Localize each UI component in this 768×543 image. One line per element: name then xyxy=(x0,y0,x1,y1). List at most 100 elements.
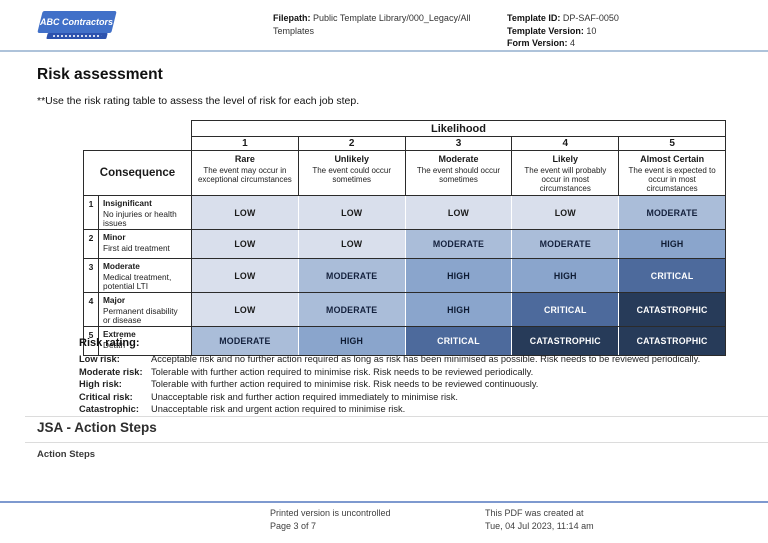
matrix-row: 1 Insignificant No injuries or health issu… xyxy=(83,195,726,230)
consequence-row-label: Insignificant No injuries or health issue… xyxy=(98,195,192,230)
risk-rating-cell: LOW xyxy=(191,195,299,230)
risk-rating-cell: LOW xyxy=(297,229,406,259)
risk-rating-cell: LOW xyxy=(191,258,299,293)
company-logo: ABC Contractors xyxy=(37,11,117,33)
action-steps-label: Action Steps xyxy=(37,449,96,460)
risk-rating-item-description: Tolerable with further action required t… xyxy=(151,379,539,390)
template-version-label: Template Version: xyxy=(507,25,584,36)
risk-rating-item-label: Catastrophic: xyxy=(79,404,139,415)
risk-matrix-wrapper: Likelihood 1 2 3 4 5 Consequence Rare The event … xyxy=(83,120,726,356)
risk-rating-cell: HIGH xyxy=(404,292,513,327)
matrix-corner-spacer xyxy=(84,137,192,151)
risk-rating-cell: LOW xyxy=(191,229,299,259)
consequence-description: Death xyxy=(103,340,126,350)
risk-rating-cell: MODERATE xyxy=(404,229,513,259)
likelihood-level-name: Unlikely xyxy=(334,154,369,164)
footer-divider xyxy=(0,501,768,503)
risk-rating-item-description: Unacceptable risk and further action req… xyxy=(151,391,458,402)
likelihood-level-header: Moderate The event should occur sometimes xyxy=(404,150,513,196)
footer-pdf-created-label: This PDF was created at xyxy=(485,508,584,518)
likelihood-level-name: Rare xyxy=(234,154,255,164)
matrix-row: 3 Moderate Medical treatment, potential LT… xyxy=(83,258,726,293)
header-divider xyxy=(0,50,768,52)
likelihood-level-name: Almost Certain xyxy=(640,154,705,164)
likelihood-level-number: 5 xyxy=(618,136,726,151)
matrix-row: 5 Extreme Death MODERATE HIGH CRITICAL CATASTR… xyxy=(83,326,726,356)
consequence-row-label: Major Permanent disability or disease xyxy=(98,292,192,327)
risk-rating-cell: MODERATE xyxy=(618,195,726,230)
risk-rating-item: High risk: Tolerable with further action … xyxy=(79,378,741,391)
risk-rating-cell: MODERATE xyxy=(297,258,406,293)
risk-rating-cell: CRITICAL xyxy=(511,292,620,327)
risk-rating-item-label: High risk: xyxy=(79,379,122,390)
matrix-corner-spacer xyxy=(84,121,192,137)
risk-rating-cell: HIGH xyxy=(618,229,726,259)
consequence-description: First aid treatment xyxy=(103,243,170,253)
filepath-label: Filepath: xyxy=(273,13,311,23)
risk-rating-cell: MODERATE xyxy=(297,292,406,327)
footer-uncontrolled-note: Printed version is uncontrolled xyxy=(270,508,391,518)
footer-page-number: Page 3 of 7 xyxy=(270,520,317,531)
risk-rating-cell: HIGH xyxy=(297,326,406,356)
risk-rating-item: Low risk: Acceptable risk and no further … xyxy=(79,353,741,366)
risk-rating-cell: CRITICAL xyxy=(404,326,513,356)
risk-rating-legend: Low risk: Acceptable risk and no further … xyxy=(79,353,741,416)
page-subtitle: **Use the risk rating table to assess th… xyxy=(37,95,360,107)
filepath-block: Filepath: Public Template Library/000_Le… xyxy=(273,12,503,37)
risk-rating-item: Catastrophic: Unacceptable risk and urgen… xyxy=(79,403,741,416)
footer-pdf-created-timestamp: Tue, 04 Jul 2023, 11:14 am xyxy=(485,520,594,531)
form-version-label: Form Version: xyxy=(507,38,568,48)
risk-rating-item-label: Critical risk: xyxy=(79,391,133,402)
likelihood-level-header: Rare The event may occur in exceptional c… xyxy=(191,150,299,196)
consequence-row-number: 4 xyxy=(83,292,99,327)
form-version-value: 4 xyxy=(570,38,576,48)
risk-rating-title: Risk rating: xyxy=(79,337,140,349)
risk-rating-item-label: Low risk: xyxy=(79,354,120,364)
consequence-row-label: Moderate Medical treatment, potential LTI xyxy=(98,258,192,293)
page-title: Risk assessment xyxy=(37,66,163,83)
footer-left-block: Printed version is uncontrolled Page 3 o… xyxy=(270,507,391,532)
likelihood-descriptions-row: Consequence Rare The event may occur in ex… xyxy=(83,150,726,196)
likelihood-level-description: The event should occur sometimes xyxy=(416,166,501,184)
consequence-row-label: Minor First aid treatment xyxy=(98,229,192,259)
risk-rating-cell: LOW xyxy=(297,195,406,230)
consequence-name: Moderate xyxy=(103,261,140,271)
risk-rating-item-description: Unacceptable risk and urgent action requ… xyxy=(151,404,406,415)
risk-rating-item: Critical risk: Unacceptable risk and furt… xyxy=(79,391,741,404)
consequence-description: Permanent disability or disease xyxy=(103,306,178,325)
risk-rating-cell: HIGH xyxy=(511,258,620,293)
risk-rating-item-description: Tolerable with further action required t… xyxy=(151,366,534,377)
filepath-value: Public Template Library/000_Legacy/All T… xyxy=(273,13,471,36)
likelihood-band-row: Likelihood xyxy=(84,120,726,137)
risk-rating-cell: MODERATE xyxy=(191,326,299,356)
template-id-row: Template ID: DP-SAF-0050 xyxy=(507,12,737,25)
consequence-row-number: 2 xyxy=(83,229,99,259)
company-logo-text: ABC Contractors xyxy=(40,17,114,27)
matrix-row: 2 Minor First aid treatment LOW LOW MODERATE M… xyxy=(83,229,726,259)
jsa-section-divider-top xyxy=(25,416,768,417)
risk-rating-item-description: Acceptable risk and no further action re… xyxy=(151,354,701,364)
risk-rating-cell: CATASTROPHIC xyxy=(618,292,726,327)
consequence-row-number: 3 xyxy=(83,258,99,293)
consequence-name: Extreme xyxy=(103,329,136,339)
risk-rating-cell: CATASTROPHIC xyxy=(618,326,726,356)
template-id-value: DP-SAF-0050 xyxy=(562,13,619,23)
risk-rating-cell: CATASTROPHIC xyxy=(511,326,620,356)
risk-rating-section: Risk rating: Low risk: Acceptable risk an… xyxy=(79,337,741,416)
likelihood-level-name: Likely xyxy=(552,154,579,164)
likelihood-level-number: 2 xyxy=(297,136,406,151)
likelihood-level-number: 1 xyxy=(191,136,299,151)
likelihood-level-number: 4 xyxy=(511,136,620,151)
footer-right-block: This PDF was created at Tue, 04 Jul 2023… xyxy=(485,507,594,532)
logo-tagline-bar xyxy=(46,33,108,39)
likelihood-level-header: Unlikely The event could occur sometimes xyxy=(297,150,406,196)
likelihood-level-name: Moderate xyxy=(438,154,479,164)
consequence-name: Minor xyxy=(103,232,126,242)
template-info-block: Template ID: DP-SAF-0050 Template Versio… xyxy=(507,12,737,50)
likelihood-header: Likelihood xyxy=(191,120,726,137)
form-version-row: Form Version: 4 xyxy=(507,37,737,50)
consequence-header: Consequence xyxy=(83,150,192,196)
template-version-row: Template Version: 10 xyxy=(507,25,737,38)
likelihood-level-header: Almost Certain The event is expected to o… xyxy=(618,150,726,196)
